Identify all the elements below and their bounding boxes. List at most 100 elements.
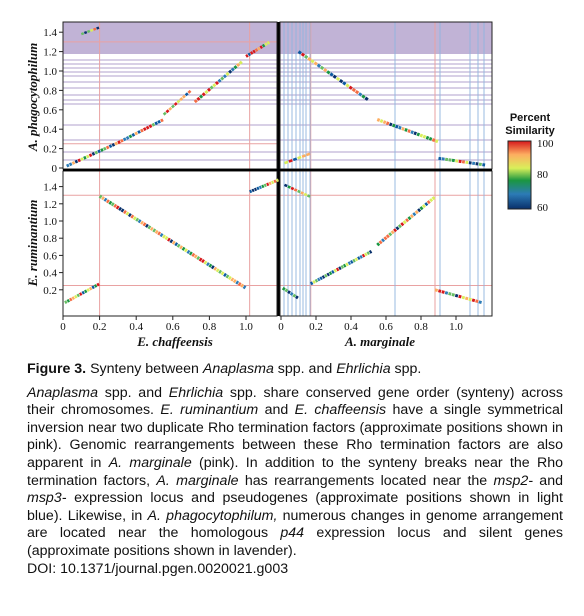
synteny-segment [431,196,436,201]
synteny-segment [193,254,198,259]
top-y-tick-label: 1.4 [43,27,57,39]
synteny-segment [366,251,370,256]
synteny-segment [301,154,306,158]
synteny-segment [324,273,328,278]
right-x-tick-label: 0.2 [309,321,323,333]
synteny-segment [103,146,107,151]
synteny-segment [145,223,149,228]
synteny-segment [364,252,368,257]
synteny-segment [176,243,181,248]
synteny-segment [80,32,85,36]
ylabel-e-ruminantium: E. ruminantium [25,200,40,288]
synteny-segment [256,186,260,191]
synteny-segment [85,154,90,159]
synteny-segment [413,131,417,136]
synteny-segment [352,258,356,263]
synteny-segment [127,213,132,218]
synteny-segment [230,277,235,282]
synteny-segment [361,253,366,258]
synteny-segment [412,212,417,217]
synteny-segment [120,208,125,213]
legend-colorbar [507,140,532,210]
synteny-segment [222,74,227,79]
synteny-segment [468,297,472,302]
synteny-segment [392,123,396,128]
synteny-segment [162,111,167,116]
synteny-segment [94,150,99,155]
synteny-segment [382,120,387,125]
synteny-segment [295,295,299,300]
bottom-y-tick-label: 0.4 [43,268,57,280]
lavender-band-left [63,22,277,54]
synteny-segment [321,275,326,279]
synteny-segment [111,142,116,147]
synteny-segment [424,202,429,207]
synteny-segment [240,283,244,288]
synteny-segment [326,70,331,75]
synteny-segment [332,74,337,79]
synteny-segment [120,138,124,143]
synteny-segment [233,65,238,70]
synteny-segment [400,222,405,227]
synteny-segment [96,282,100,287]
synteny-segment [186,249,191,254]
synteny-segment [339,79,344,84]
synteny-segment [210,265,215,270]
synteny-segment [304,54,309,60]
lavender-band-right [280,22,492,54]
synteny-segment [174,242,179,247]
synteny-segment [376,242,381,247]
bottom-y-tick-label: 1.2 [43,199,57,211]
synteny-segment [451,292,455,297]
synteny-segment [381,238,386,243]
synteny-segment [385,234,390,239]
right-x-tick-label: 1.0 [449,321,463,333]
synteny-segment [123,209,127,215]
synteny-segment [113,203,118,208]
synteny-segment [359,254,363,259]
synteny-segment [289,291,294,296]
synteny-segment [131,133,136,137]
top-y-tick-label: 0 [52,163,58,175]
synteny-segment [64,300,68,305]
figure-caption: Figure 3. Synteny between Anaplasma spp.… [27,361,563,578]
synteny-segment [361,94,366,99]
legend-tick-60: 60 [537,202,549,214]
ylabel-a-phagocytophilum: A. phagocytophilum [25,43,40,152]
bottom-y-tick-label: 1.4 [43,182,57,194]
bottom-y-tick-label: 0.2 [43,285,57,297]
synteny-segment [404,128,408,132]
synteny-segment [259,45,263,49]
synteny-segment [319,276,323,281]
synteny-segment [108,144,113,149]
synteny-segment [268,181,272,186]
synteny-segment [110,202,115,207]
synteny-segment [74,294,78,299]
bottom-y-tick-label: 0.6 [43,250,57,262]
synteny-segment [196,96,201,101]
synteny-segment [458,294,462,299]
synteny-segment [354,90,360,95]
synteny-segment [165,109,170,114]
synteny-segment [342,263,347,268]
synteny-segment [368,249,373,254]
synteny-segment [140,128,144,133]
synteny-segment [117,140,121,145]
synteny-segment [419,133,424,138]
similarity-legend: Percent Similarity 100 80 60 [505,112,555,214]
synteny-segment [393,228,398,233]
synteny-segment [428,136,433,141]
synteny-segment [273,179,277,184]
synteny-segment [328,271,333,276]
synteny-segment [292,293,297,298]
synteny-segment [199,94,204,99]
synteny-segment [128,134,133,139]
synteny-segment [228,275,232,281]
synteny-segment [303,192,308,197]
synteny-segment [242,285,247,290]
synteny-segment [198,257,203,262]
synteny-segment [292,157,298,162]
synteny-segment [431,138,436,142]
synteny-segment [149,226,154,231]
synteny-segment [162,234,166,239]
